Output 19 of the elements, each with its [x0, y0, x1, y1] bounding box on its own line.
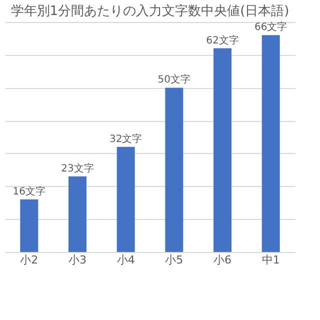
data-label: 23文字 — [61, 162, 94, 174]
x-tick-label: 小6 — [214, 254, 232, 266]
data-label: 50文字 — [158, 74, 191, 86]
x-tick-label: 中1 — [262, 254, 280, 266]
bar — [262, 35, 280, 252]
x-tick-label: 小2 — [20, 254, 38, 266]
x-tick-label: 小3 — [68, 254, 86, 266]
x-tick-label: 小5 — [165, 254, 184, 266]
bar — [68, 176, 86, 252]
x-tick-label: 小4 — [116, 254, 135, 266]
chart-title: 学年別1分間あたりの入力文字数中央値(日本語) — [10, 3, 290, 19]
data-label: 16文字 — [12, 185, 46, 198]
data-label: 32文字 — [109, 132, 142, 145]
data-label: 62文字 — [206, 34, 239, 46]
bar — [116, 146, 135, 252]
bar — [165, 88, 184, 252]
bar — [20, 199, 38, 252]
data-label: 66文字 — [254, 21, 288, 34]
bar — [214, 48, 232, 252]
